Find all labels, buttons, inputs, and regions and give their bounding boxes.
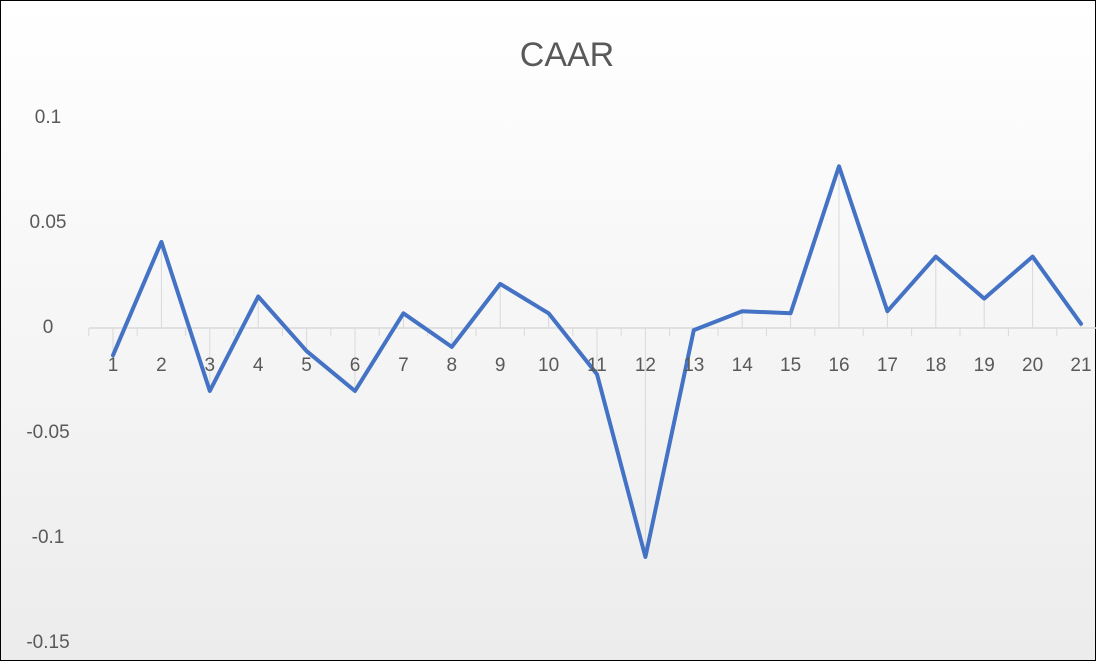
x-tick-label: 20	[1022, 355, 1043, 376]
x-tick-label: 16	[828, 355, 849, 376]
x-tick-label: 12	[635, 355, 656, 376]
x-tick-label: 10	[538, 355, 559, 376]
y-tick-label: -0.1	[32, 527, 65, 548]
x-tick-label: 1	[108, 355, 119, 376]
x-tick-label: 4	[253, 355, 264, 376]
x-tick-label: 19	[974, 355, 995, 376]
x-tick-label: 9	[495, 355, 506, 376]
y-tick-label: 0.1	[35, 107, 61, 128]
x-tick-label: 15	[780, 355, 801, 376]
x-tick-label: 13	[683, 355, 704, 376]
y-tick-label: 0	[43, 317, 54, 338]
x-tick-label: 11	[587, 355, 607, 376]
chart-title: CAAR	[520, 36, 614, 74]
y-tick-label: -0.05	[26, 422, 69, 443]
x-tick-label: 2	[156, 355, 167, 376]
x-tick-label: 6	[350, 355, 361, 376]
x-tick-label: 21	[1070, 355, 1091, 376]
x-tick-label: 7	[398, 355, 409, 376]
x-tick-label: 14	[732, 355, 754, 376]
x-tick-label: 8	[447, 355, 458, 376]
x-tick-label: 18	[925, 355, 946, 376]
x-tick-label: 3	[205, 355, 216, 376]
series-line	[111, 164, 1083, 559]
x-tick-label: 17	[877, 355, 898, 376]
y-tick-label: -0.15	[26, 632, 69, 653]
y-tick-label: 0.05	[30, 212, 67, 233]
x-tick-label: 5	[301, 355, 312, 376]
